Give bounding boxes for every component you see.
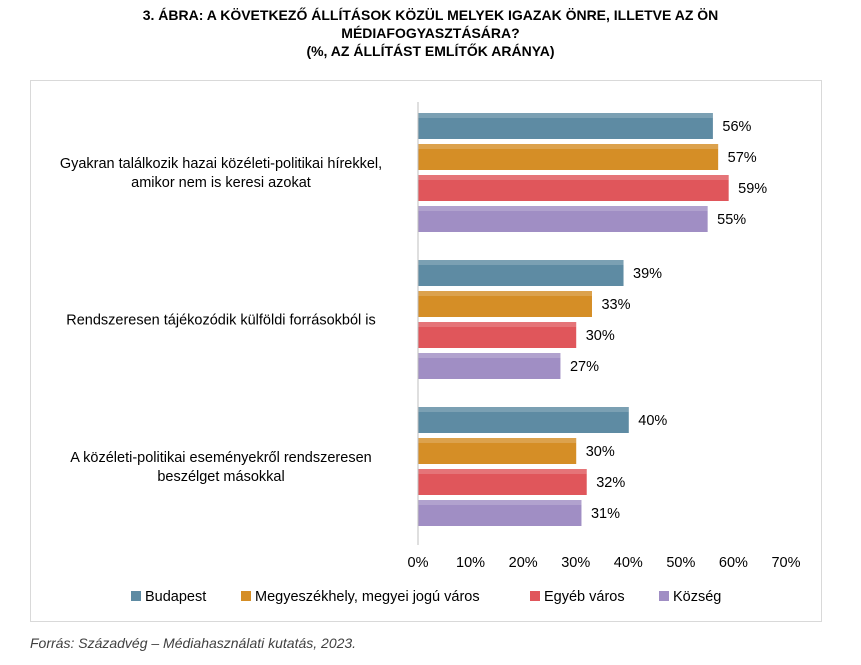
bar <box>418 469 587 495</box>
bar-highlight <box>418 438 577 443</box>
legend-swatch <box>241 591 251 601</box>
bar <box>418 407 629 433</box>
data-label: 31% <box>591 506 620 522</box>
category-label: amikor nem is keresi azokat <box>131 175 311 191</box>
legend-label: Budapest <box>145 589 206 605</box>
bar-highlight <box>418 469 587 474</box>
legend-label: Egyéb város <box>544 589 625 605</box>
category-label: beszélget másokkal <box>157 469 284 485</box>
data-label: 56% <box>722 119 751 135</box>
x-tick-label: 0% <box>408 555 429 571</box>
category-label: A közéleti-politikai eseményekről rendsz… <box>70 450 371 466</box>
data-label: 57% <box>728 150 757 166</box>
category-label: Rendszeresen tájékozódik külföldi forrás… <box>66 313 376 329</box>
bar-highlight <box>418 144 719 149</box>
data-label: 55% <box>717 212 746 228</box>
bar-highlight <box>418 260 624 265</box>
x-tick-label: 10% <box>456 555 485 571</box>
bar <box>418 206 708 232</box>
bar <box>418 500 582 526</box>
bar <box>418 113 713 139</box>
bar-highlight <box>418 500 582 505</box>
bar <box>418 353 561 379</box>
legend-label: Megyeszékhely, megyei jogú város <box>255 589 480 605</box>
chart-title-line-2: MÉDIAFOGYASZTÁSÁRA? <box>341 25 520 41</box>
bar-highlight <box>418 407 629 412</box>
data-label: 32% <box>596 475 625 491</box>
bar <box>418 144 719 170</box>
bar-highlight <box>418 291 592 296</box>
data-label: 40% <box>638 413 667 429</box>
category-label: Gyakran találkozik hazai közéleti-politi… <box>60 156 382 172</box>
data-label: 30% <box>586 444 615 460</box>
data-label: 59% <box>738 181 767 197</box>
bar-highlight <box>418 175 729 180</box>
legend-swatch <box>131 591 141 601</box>
data-label: 33% <box>601 297 630 313</box>
x-tick-label: 60% <box>719 555 748 571</box>
bar-highlight <box>418 113 713 118</box>
data-label: 27% <box>570 359 599 375</box>
bar <box>418 438 577 464</box>
chart-title-line-1: 3. ÁBRA: A KÖVETKEZŐ ÁLLÍTÁSOK KÖZÜL MEL… <box>142 7 719 23</box>
bar <box>418 175 729 201</box>
chart-frame <box>30 80 822 622</box>
bar <box>418 322 577 348</box>
source-note: Forrás: Századvég – Médiahasználati kuta… <box>30 635 357 651</box>
bar-highlight <box>418 322 577 327</box>
bar-highlight <box>418 353 561 358</box>
bar-highlight <box>418 206 708 211</box>
x-tick-label: 40% <box>614 555 643 571</box>
x-tick-label: 30% <box>561 555 590 571</box>
chart-title: 3. ÁBRA: A KÖVETKEZŐ ÁLLÍTÁSOK KÖZÜL MEL… <box>0 6 861 60</box>
x-tick-label: 70% <box>771 555 800 571</box>
x-tick-label: 20% <box>509 555 538 571</box>
x-tick-label: 50% <box>666 555 695 571</box>
data-label: 30% <box>586 328 615 344</box>
data-label: 39% <box>633 266 662 282</box>
legend-label: Község <box>673 589 721 605</box>
chart-title-line-3: (%, AZ ÁLLÍTÁST EMLÍTŐK ARÁNYA) <box>306 43 555 59</box>
bar <box>418 291 592 317</box>
legend-swatch <box>530 591 540 601</box>
bar <box>418 260 624 286</box>
legend-swatch <box>659 591 669 601</box>
